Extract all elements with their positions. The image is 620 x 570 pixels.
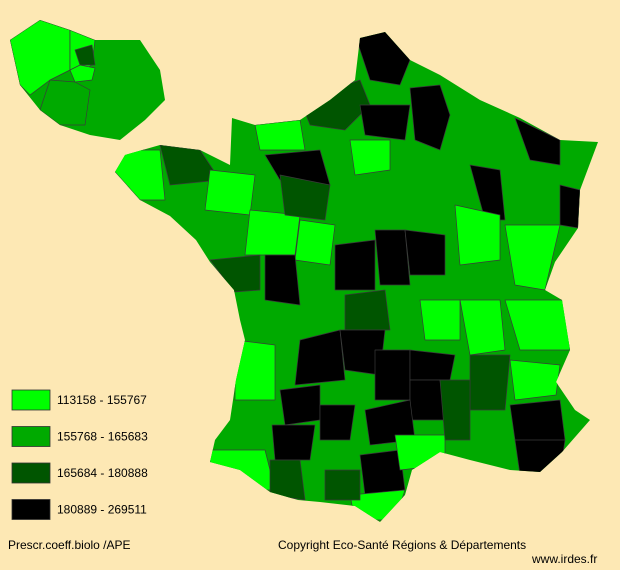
legend-swatch — [11, 499, 51, 520]
france — [115, 32, 598, 522]
region — [209, 254, 261, 293]
region — [404, 229, 446, 276]
region — [334, 239, 376, 291]
region — [374, 349, 411, 401]
region — [209, 449, 276, 491]
region — [394, 434, 446, 471]
legend-label: 180889 - 269511 — [57, 503, 147, 517]
region — [39, 79, 91, 126]
region — [294, 219, 336, 266]
copyright: Copyright Eco-Santé Régions & Départemen… — [278, 538, 526, 552]
region — [504, 299, 571, 351]
region — [319, 404, 356, 441]
region — [294, 329, 346, 386]
region — [271, 424, 316, 461]
region — [374, 229, 411, 286]
legend-label: 155768 - 165683 — [57, 430, 148, 444]
region — [324, 469, 361, 501]
region — [509, 399, 566, 446]
region — [74, 44, 96, 66]
region — [344, 289, 391, 331]
region — [234, 339, 276, 401]
legend-swatch — [11, 426, 51, 447]
legend-swatch — [11, 462, 51, 484]
region — [409, 379, 446, 421]
region — [454, 204, 501, 266]
region — [409, 349, 456, 381]
caption: Prescr.coeff.biolo /APE — [8, 538, 131, 552]
region — [559, 184, 581, 229]
region — [459, 299, 506, 356]
legend: 113158 - 155767 155768 - 165683 165684 - 1… — [11, 389, 148, 520]
region — [264, 254, 301, 306]
region — [279, 174, 331, 221]
paris-inset — [10, 20, 165, 140]
region — [244, 209, 301, 256]
region — [509, 359, 561, 401]
region — [359, 104, 411, 141]
region — [469, 164, 506, 221]
region — [504, 224, 561, 291]
region — [439, 379, 471, 441]
site-link: www.irdes.fr — [531, 552, 597, 566]
region — [419, 299, 461, 341]
region — [279, 384, 321, 426]
region — [254, 119, 306, 151]
region — [115, 149, 166, 201]
region — [349, 139, 391, 176]
region — [514, 439, 566, 476]
region — [204, 169, 256, 216]
legend-label: 165684 - 180888 — [57, 466, 148, 480]
legend-label: 113158 - 155767 — [57, 393, 147, 407]
region — [514, 117, 561, 166]
region — [69, 64, 96, 83]
legend-swatch — [11, 389, 51, 411]
region — [269, 459, 306, 501]
region — [469, 354, 511, 411]
region — [409, 84, 451, 151]
